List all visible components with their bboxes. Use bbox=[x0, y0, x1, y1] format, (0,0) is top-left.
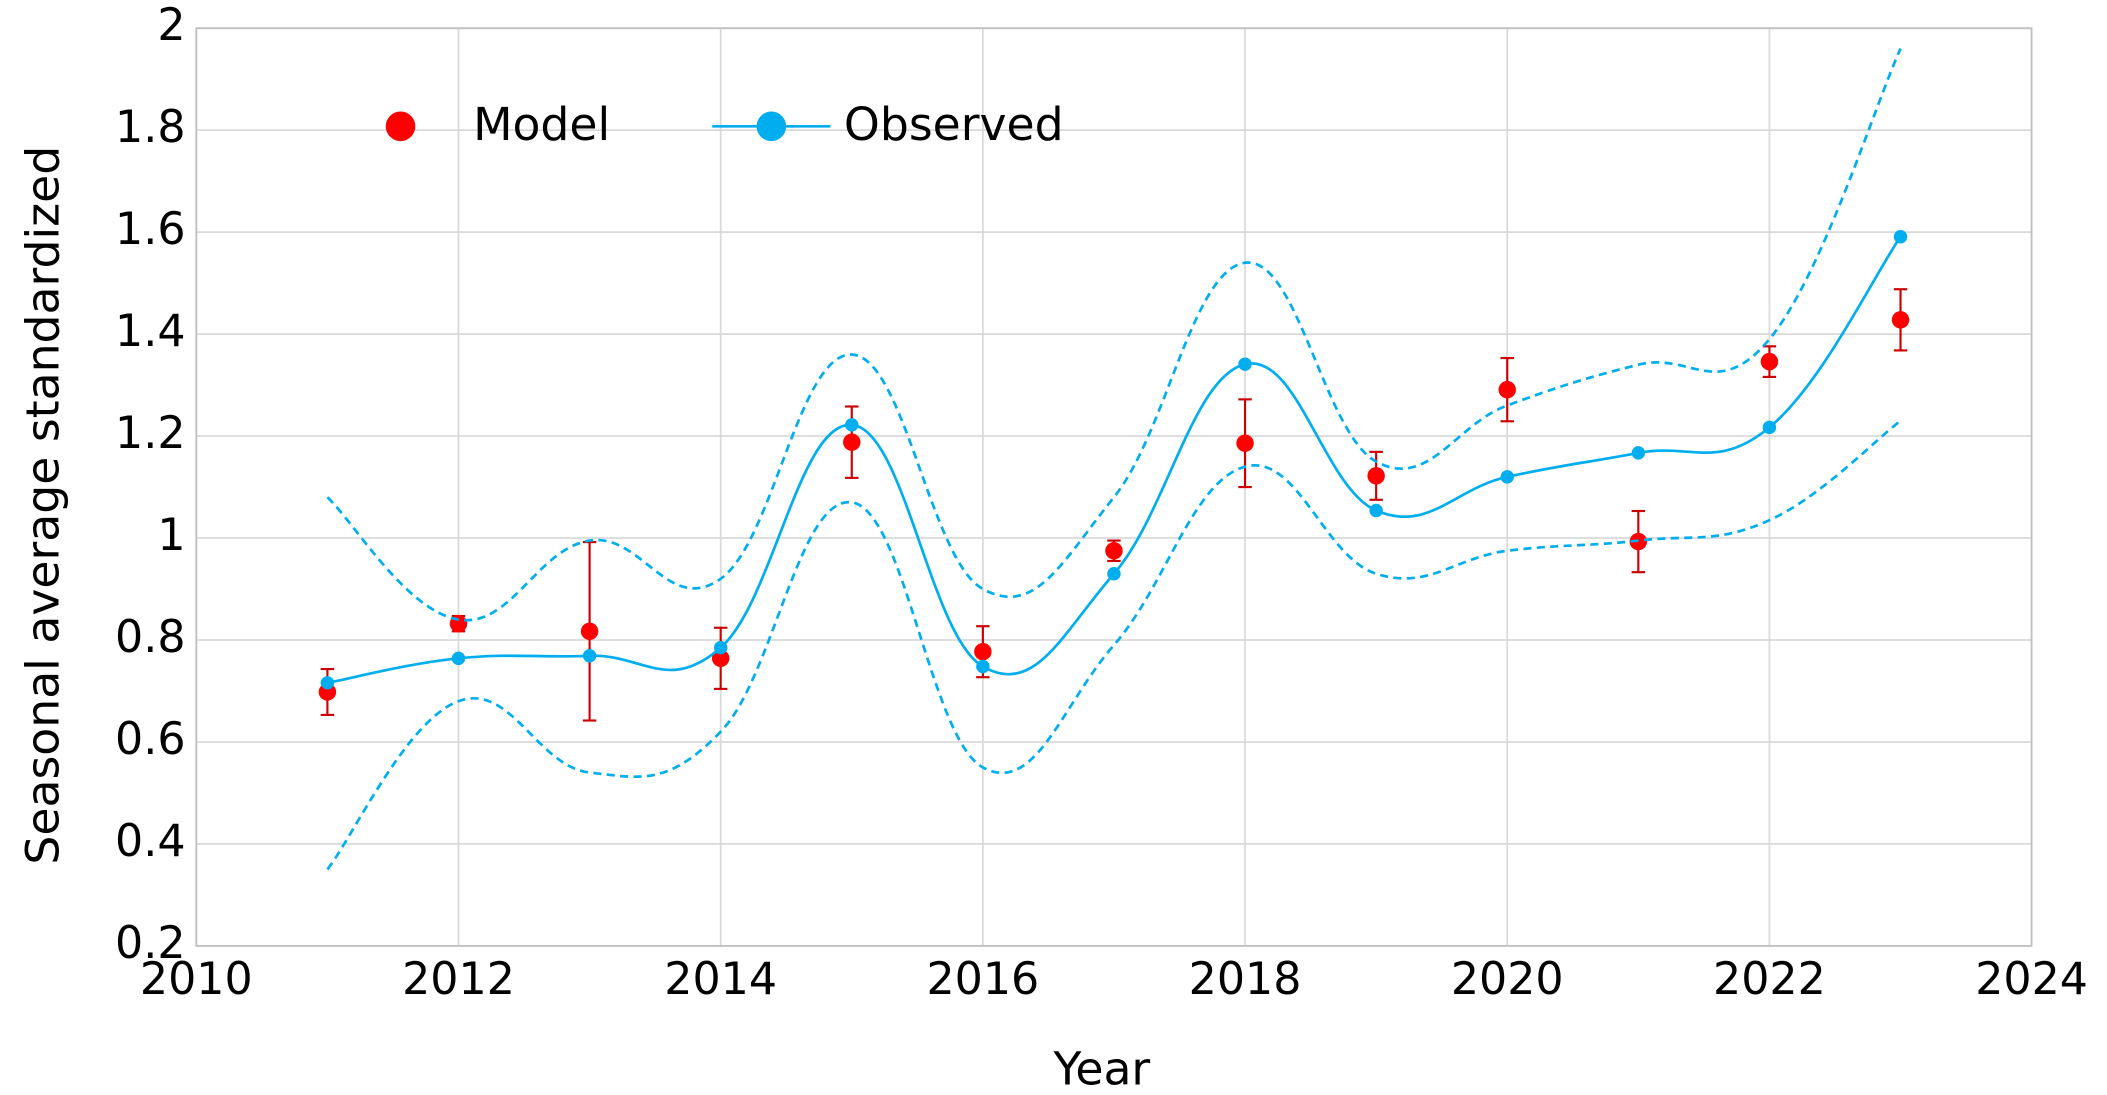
x-tick-label: 2012 bbox=[402, 954, 515, 1005]
x-tick-label: 2016 bbox=[926, 954, 1039, 1005]
y-tick-label: 0.6 bbox=[115, 714, 185, 765]
x-tick-label: 2024 bbox=[1975, 954, 2088, 1005]
model-point bbox=[1105, 542, 1123, 560]
band-lower bbox=[326, 419, 1902, 871]
observed-point bbox=[1500, 470, 1514, 484]
observed-point bbox=[582, 649, 597, 663]
model-point bbox=[1891, 311, 1910, 329]
observed-point bbox=[1238, 357, 1252, 371]
model-point bbox=[711, 649, 730, 668]
y-tick-label: 2 bbox=[157, 0, 185, 51]
observed-point bbox=[1107, 566, 1121, 581]
observed-point bbox=[976, 659, 990, 674]
model-point bbox=[1760, 352, 1779, 371]
x-tick-label: 2018 bbox=[1189, 954, 1302, 1005]
legend-marker bbox=[385, 111, 416, 142]
model-point bbox=[580, 622, 599, 641]
plot-frame bbox=[195, 27, 2033, 947]
x-tick-label: 2020 bbox=[1451, 954, 1564, 1005]
observed-point bbox=[1893, 230, 1908, 244]
observed-point bbox=[1369, 503, 1383, 518]
model-point bbox=[1367, 467, 1385, 485]
observed-point bbox=[451, 651, 466, 666]
legend-label: Model bbox=[473, 98, 610, 151]
observed-point bbox=[320, 676, 335, 690]
observed-line bbox=[327, 235, 1902, 685]
model-point bbox=[843, 433, 861, 451]
observed-point bbox=[1762, 420, 1777, 435]
y-tick-label: 1.8 bbox=[115, 102, 185, 153]
y-tick-label: 0.2 bbox=[115, 918, 185, 969]
y-tick-label: 0.4 bbox=[115, 816, 185, 867]
x-axis-label: Year bbox=[1053, 1043, 1151, 1095]
band-upper bbox=[326, 48, 1902, 622]
x-tick-label: 2014 bbox=[664, 954, 777, 1005]
x-tick-label: 2022 bbox=[1713, 954, 1826, 1005]
legend-label: Observed bbox=[844, 98, 1064, 151]
y-tick-label: 1.4 bbox=[115, 306, 185, 357]
y-tick-label: 0.8 bbox=[115, 612, 185, 663]
y-axis-label: Seasonal average standardized bbox=[16, 146, 69, 865]
y-tick-label: 1 bbox=[157, 510, 185, 561]
observed-point bbox=[1631, 446, 1646, 460]
observed-point bbox=[713, 640, 728, 655]
y-tick-label: 1.2 bbox=[115, 408, 185, 459]
model-point bbox=[1498, 380, 1516, 399]
x-tick-label: 2010 bbox=[140, 954, 253, 1005]
legend-marker bbox=[756, 111, 787, 142]
observed-point bbox=[845, 418, 859, 432]
model-point bbox=[1236, 434, 1254, 452]
y-tick-label: 1.6 bbox=[115, 204, 185, 255]
model-point bbox=[974, 642, 992, 661]
